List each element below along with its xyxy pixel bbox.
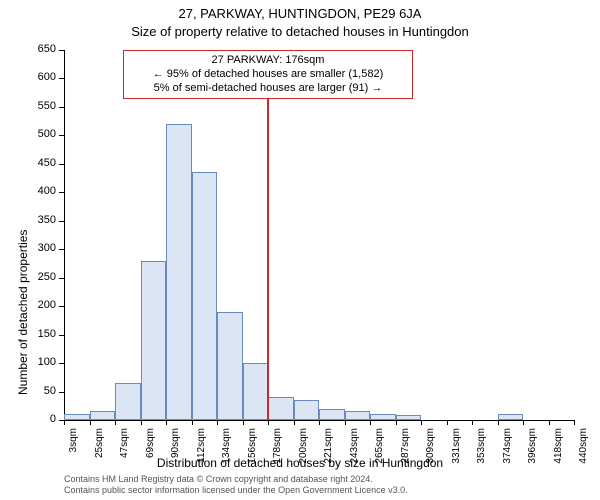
x-tick-label: 47sqm xyxy=(119,428,130,488)
y-tick-label: 500 xyxy=(16,128,56,140)
x-tick-label: 309sqm xyxy=(425,428,436,488)
x-tick xyxy=(498,420,499,425)
plot-area: 27 PARKWAY: 176sqm← 95% of detached hous… xyxy=(64,50,574,420)
y-tick-label: 600 xyxy=(16,71,56,83)
x-tick-label: 90sqm xyxy=(170,428,181,488)
x-tick xyxy=(243,420,244,425)
y-tick-label: 250 xyxy=(16,271,56,283)
x-tick xyxy=(574,420,575,425)
y-tick-label: 0 xyxy=(16,413,56,425)
x-tick xyxy=(370,420,371,425)
y-tick-label: 400 xyxy=(16,185,56,197)
x-tick-label: 374sqm xyxy=(502,428,513,488)
x-tick-label: 353sqm xyxy=(476,428,487,488)
histogram-bar xyxy=(64,414,90,420)
chart-page: 27, PARKWAY, HUNTINGDON, PE29 6JA Size o… xyxy=(0,0,600,500)
y-axis-label: Number of detached properties xyxy=(16,230,30,395)
histogram-bar xyxy=(319,409,345,420)
y-tick-label: 350 xyxy=(16,214,56,226)
x-tick-label: 25sqm xyxy=(94,428,105,488)
histogram-bar xyxy=(370,414,396,420)
x-tick-label: 440sqm xyxy=(578,428,589,488)
x-tick-label: 287sqm xyxy=(400,428,411,488)
x-tick-label: 331sqm xyxy=(451,428,462,488)
y-tick-label: 650 xyxy=(16,43,56,55)
page-title-subtitle: Size of property relative to detached ho… xyxy=(0,24,600,39)
x-tick xyxy=(192,420,193,425)
histogram-bar xyxy=(268,397,294,420)
x-tick xyxy=(447,420,448,425)
y-tick xyxy=(59,392,64,393)
x-tick-label: 243sqm xyxy=(349,428,360,488)
x-tick xyxy=(141,420,142,425)
x-tick-label: 134sqm xyxy=(221,428,232,488)
y-tick-label: 450 xyxy=(16,157,56,169)
x-tick xyxy=(115,420,116,425)
x-tick-label: 221sqm xyxy=(323,428,334,488)
y-tick xyxy=(59,306,64,307)
x-tick-label: 200sqm xyxy=(298,428,309,488)
histogram-bar xyxy=(498,414,524,420)
x-tick-label: 178sqm xyxy=(272,428,283,488)
y-tick xyxy=(59,221,64,222)
histogram-bar xyxy=(345,411,371,420)
y-tick xyxy=(59,278,64,279)
callout-line: 27 PARKWAY: 176sqm xyxy=(130,54,406,68)
x-tick xyxy=(64,420,65,425)
y-tick xyxy=(59,192,64,193)
histogram-bar xyxy=(141,261,167,420)
x-tick xyxy=(421,420,422,425)
y-tick xyxy=(59,164,64,165)
x-tick-label: 396sqm xyxy=(527,428,538,488)
histogram-bar xyxy=(115,383,141,420)
x-tick-label: 418sqm xyxy=(553,428,564,488)
y-tick-label: 100 xyxy=(16,356,56,368)
x-tick-label: 69sqm xyxy=(145,428,156,488)
y-tick xyxy=(59,335,64,336)
callout-line: ← 95% of detached houses are smaller (1,… xyxy=(130,68,406,82)
callout-line: 5% of semi-detached houses are larger (9… xyxy=(130,82,406,96)
y-tick-label: 150 xyxy=(16,328,56,340)
x-tick xyxy=(319,420,320,425)
x-tick-label: 265sqm xyxy=(374,428,385,488)
histogram-bar xyxy=(396,415,422,420)
y-tick xyxy=(59,50,64,51)
y-axis-line xyxy=(64,50,65,420)
x-tick xyxy=(345,420,346,425)
callout-box: 27 PARKWAY: 176sqm← 95% of detached hous… xyxy=(123,50,413,99)
histogram-bar xyxy=(90,411,116,420)
x-tick xyxy=(472,420,473,425)
x-tick-label: 112sqm xyxy=(196,428,207,488)
x-tick xyxy=(217,420,218,425)
histogram-bar xyxy=(294,400,320,420)
x-tick xyxy=(549,420,550,425)
x-tick xyxy=(396,420,397,425)
y-tick-label: 50 xyxy=(16,385,56,397)
y-tick xyxy=(59,363,64,364)
y-tick xyxy=(59,249,64,250)
histogram-bar xyxy=(166,124,192,420)
x-tick xyxy=(294,420,295,425)
y-tick xyxy=(59,135,64,136)
histogram-bar xyxy=(192,172,218,420)
y-tick-label: 550 xyxy=(16,100,56,112)
histogram-bar xyxy=(243,363,269,420)
x-tick-label: 3sqm xyxy=(68,428,79,488)
page-title-address: 27, PARKWAY, HUNTINGDON, PE29 6JA xyxy=(0,6,600,21)
y-tick xyxy=(59,107,64,108)
x-tick xyxy=(90,420,91,425)
y-tick-label: 200 xyxy=(16,299,56,311)
x-tick-label: 156sqm xyxy=(247,428,258,488)
x-tick xyxy=(268,420,269,425)
y-tick xyxy=(59,78,64,79)
x-tick xyxy=(523,420,524,425)
reference-line xyxy=(267,50,269,420)
x-tick xyxy=(166,420,167,425)
histogram-bar xyxy=(217,312,243,420)
y-tick-label: 300 xyxy=(16,242,56,254)
